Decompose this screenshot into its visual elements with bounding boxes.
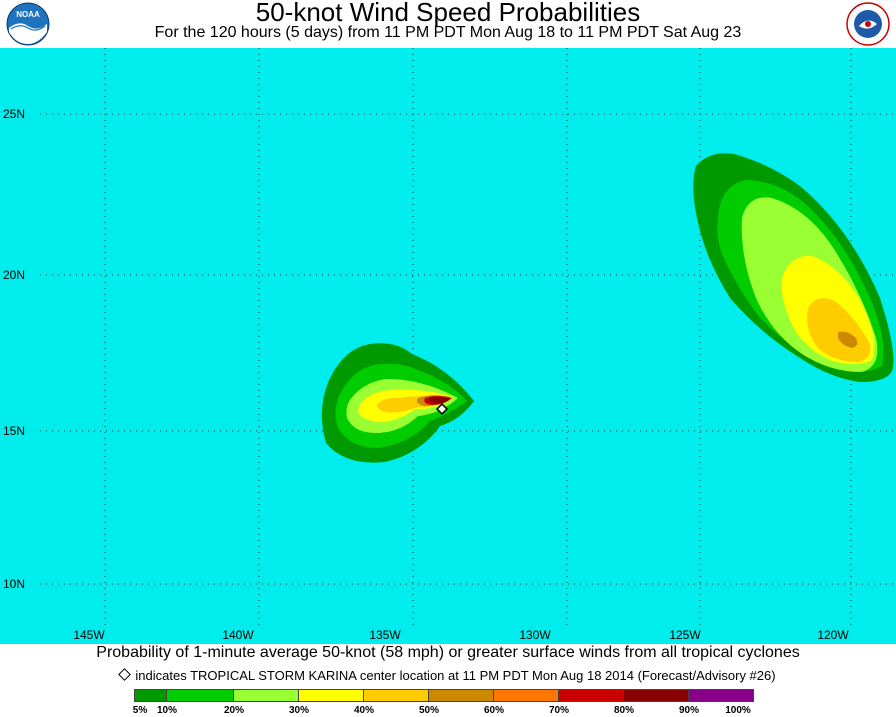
footer: Probability of 1-minute average 50-knot … — [0, 644, 896, 716]
eastern-probability-area — [693, 153, 894, 382]
legend-swatch-5 — [429, 689, 494, 702]
map-caption: Probability of 1-minute average 50-knot … — [96, 644, 800, 661]
page-title: 50-knot Wind Speed Probabilities — [255, 0, 641, 27]
legend-label: 80% — [613, 705, 635, 716]
contour-50pct-east — [838, 331, 858, 348]
legend-swatch-6 — [494, 689, 559, 702]
lat-label-25n: 25N — [3, 107, 25, 121]
nws-logo — [846, 2, 890, 46]
legend-swatch-4 — [364, 689, 429, 702]
legend-labels: 5% 10% 20% 30% 40% 50% 60% 70% 80% 90% 100% — [0, 705, 896, 717]
legend-label: 20% — [223, 705, 245, 716]
legend-label: 5% — [132, 705, 148, 716]
noaa-logo: NOAA — [6, 2, 50, 46]
svg-text:NOAA: NOAA — [16, 10, 40, 19]
legend-swatch-1 — [167, 689, 234, 702]
lat-label-15n: 15N — [3, 424, 25, 438]
legend-label: 100% — [725, 705, 751, 716]
probability-legend — [134, 689, 754, 702]
lon-axis-labels: 145W 140W 135W 130W 125W 120W — [73, 628, 849, 642]
map-background — [0, 48, 896, 644]
contour-80pct-west — [429, 396, 450, 404]
lat-label-10n: 10N — [3, 577, 25, 591]
legend-label: 40% — [353, 705, 375, 716]
lon-label-125w: 125W — [669, 628, 701, 642]
legend-label: 10% — [156, 705, 178, 716]
legend-label: 50% — [418, 705, 440, 716]
storm-center-marker — [435, 402, 449, 416]
legend-label: 60% — [483, 705, 505, 716]
diamond-marker-icon — [118, 668, 132, 681]
lat-axis-labels: 25N 20N 15N 10N — [3, 107, 25, 591]
lon-label-145w: 145W — [73, 628, 105, 642]
legend-swatch-0 — [134, 689, 167, 702]
lon-label-120w: 120W — [817, 628, 849, 642]
header: NOAA 50-knot Wind Speed Probabilities Fo… — [0, 0, 896, 48]
lon-label-130w: 130W — [519, 628, 551, 642]
legend-swatch-2 — [234, 689, 299, 702]
legend-label: 90% — [678, 705, 700, 716]
page-subtitle: For the 120 hours (5 days) from 11 PM PD… — [154, 24, 742, 41]
storm-location-note: indicates TROPICAL STORM KARINA center l… — [0, 668, 896, 684]
karina-probability-area — [321, 343, 474, 463]
legend-swatch-7 — [559, 689, 624, 702]
probability-map: 25N 20N 15N 10N 145W 140W 135W 130W 125W… — [0, 48, 896, 644]
legend-swatch-9 — [689, 689, 754, 702]
lon-label-135w: 135W — [369, 628, 401, 642]
legend-swatch-8 — [624, 689, 689, 702]
grid-lines — [40, 48, 896, 628]
storm-location-text: indicates TROPICAL STORM KARINA center l… — [135, 668, 776, 683]
legend-label: 30% — [288, 705, 310, 716]
legend-swatch-3 — [299, 689, 364, 702]
lat-label-20n: 20N — [3, 268, 25, 282]
legend-label: 70% — [548, 705, 570, 716]
lon-label-140w: 140W — [222, 628, 254, 642]
